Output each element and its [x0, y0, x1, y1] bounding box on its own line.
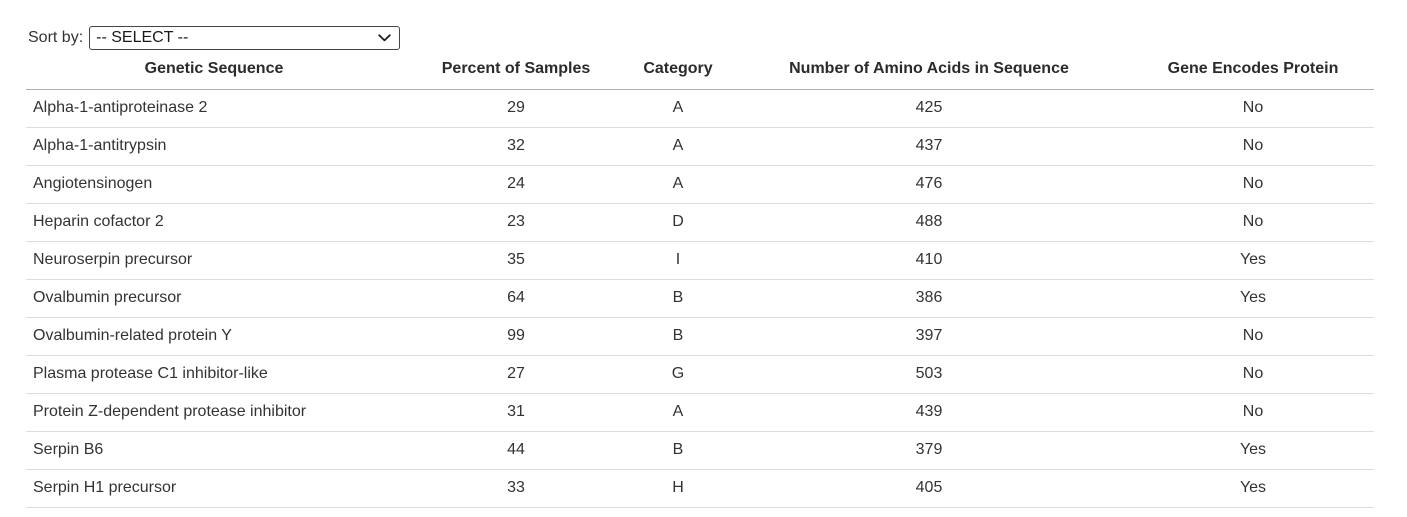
- cell-gene-encodes-protein: No: [1132, 317, 1374, 356]
- cell-number-of-amino-acids: 386: [726, 279, 1132, 318]
- table-row: Alpha-1-antitrypsin 32 A 437 No: [26, 127, 1374, 166]
- cell-number-of-amino-acids: 410: [726, 241, 1132, 280]
- table-row: Heparin cofactor 2 23 D 488 No: [26, 203, 1374, 242]
- cell-number-of-amino-acids: 405: [726, 469, 1132, 508]
- sort-toolbar: Sort by: -- SELECT --: [26, 26, 1374, 50]
- cell-gene-encodes-protein: No: [1132, 355, 1374, 394]
- column-header-number-of-amino-acids: Number of Amino Acids in Sequence: [726, 50, 1132, 90]
- cell-gene-encodes-protein: Yes: [1132, 241, 1374, 280]
- cell-genetic-sequence: Alpha-1-antitrypsin: [26, 127, 402, 166]
- cell-category: A: [630, 89, 726, 128]
- cell-category: H: [630, 469, 726, 508]
- cell-percent-of-samples: 64: [402, 279, 630, 318]
- cell-genetic-sequence: Serpin B6: [26, 431, 402, 470]
- page: Sort by: -- SELECT -- Genetic Sequence Pe…: [26, 26, 1374, 508]
- table-header: Genetic Sequence Percent of Samples Catego…: [26, 50, 1374, 90]
- cell-percent-of-samples: 31: [402, 393, 630, 432]
- cell-percent-of-samples: 23: [402, 203, 630, 242]
- cell-number-of-amino-acids: 425: [726, 89, 1132, 128]
- cell-percent-of-samples: 27: [402, 355, 630, 394]
- cell-gene-encodes-protein: No: [1132, 89, 1374, 128]
- cell-genetic-sequence: Plasma protease C1 inhibitor-like: [26, 355, 402, 394]
- table-row: Angiotensinogen 24 A 476 No: [26, 165, 1374, 204]
- cell-genetic-sequence: Protein Z-dependent protease inhibitor: [26, 393, 402, 432]
- table-row: Ovalbumin precursor 64 B 386 Yes: [26, 279, 1374, 318]
- cell-genetic-sequence: Ovalbumin precursor: [26, 279, 402, 318]
- cell-genetic-sequence: Serpin H1 precursor: [26, 469, 402, 508]
- cell-percent-of-samples: 32: [402, 127, 630, 166]
- cell-category: I: [630, 241, 726, 280]
- cell-percent-of-samples: 44: [402, 431, 630, 470]
- cell-gene-encodes-protein: No: [1132, 393, 1374, 432]
- cell-category: G: [630, 355, 726, 394]
- cell-genetic-sequence: Angiotensinogen: [26, 165, 402, 204]
- column-header-gene-encodes-protein: Gene Encodes Protein: [1132, 50, 1374, 90]
- cell-number-of-amino-acids: 476: [726, 165, 1132, 204]
- sort-by-label: Sort by:: [28, 29, 84, 46]
- cell-gene-encodes-protein: Yes: [1132, 431, 1374, 470]
- cell-genetic-sequence: Ovalbumin-related protein Y: [26, 317, 402, 356]
- cell-category: B: [630, 431, 726, 470]
- cell-category: A: [630, 393, 726, 432]
- table-row: Serpin H1 precursor 33 H 405 Yes: [26, 469, 1374, 508]
- sort-by-select-wrap: -- SELECT --: [89, 26, 401, 50]
- cell-percent-of-samples: 99: [402, 317, 630, 356]
- cell-category: A: [630, 127, 726, 166]
- cell-genetic-sequence: Alpha-1-antiproteinase 2: [26, 89, 402, 128]
- cell-gene-encodes-protein: No: [1132, 203, 1374, 242]
- cell-gene-encodes-protein: Yes: [1132, 469, 1374, 508]
- cell-category: D: [630, 203, 726, 242]
- table-row: Ovalbumin-related protein Y 99 B 397 No: [26, 317, 1374, 356]
- cell-number-of-amino-acids: 379: [726, 431, 1132, 470]
- cell-genetic-sequence: Heparin cofactor 2: [26, 203, 402, 242]
- cell-genetic-sequence: Neuroserpin precursor: [26, 241, 402, 280]
- column-header-category: Category: [630, 50, 726, 90]
- column-header-genetic-sequence: Genetic Sequence: [26, 50, 402, 90]
- cell-category: B: [630, 279, 726, 318]
- cell-category: B: [630, 317, 726, 356]
- cell-number-of-amino-acids: 437: [726, 127, 1132, 166]
- table-row: Alpha-1-antiproteinase 2 29 A 425 No: [26, 89, 1374, 128]
- sort-by-select[interactable]: -- SELECT --: [89, 26, 401, 50]
- cell-gene-encodes-protein: Yes: [1132, 279, 1374, 318]
- cell-percent-of-samples: 24: [402, 165, 630, 204]
- cell-gene-encodes-protein: No: [1132, 165, 1374, 204]
- cell-percent-of-samples: 35: [402, 241, 630, 280]
- cell-number-of-amino-acids: 397: [726, 317, 1132, 356]
- column-header-percent-of-samples: Percent of Samples: [402, 50, 630, 90]
- cell-category: A: [630, 165, 726, 204]
- cell-percent-of-samples: 29: [402, 89, 630, 128]
- cell-percent-of-samples: 33: [402, 469, 630, 508]
- cell-number-of-amino-acids: 488: [726, 203, 1132, 242]
- cell-number-of-amino-acids: 503: [726, 355, 1132, 394]
- table-body: Alpha-1-antiproteinase 2 29 A 425 No Alpha-1-…: [26, 89, 1374, 508]
- cell-gene-encodes-protein: No: [1132, 127, 1374, 166]
- cell-number-of-amino-acids: 439: [726, 393, 1132, 432]
- genetic-sequence-table: Genetic Sequence Percent of Samples Catego…: [26, 50, 1374, 508]
- table-row: Serpin B6 44 B 379 Yes: [26, 431, 1374, 470]
- table-row: Protein Z-dependent protease inhibitor 31…: [26, 393, 1374, 432]
- table-row: Plasma protease C1 inhibitor-like 27 G 503 N…: [26, 355, 1374, 394]
- table-header-row: Genetic Sequence Percent of Samples Catego…: [26, 50, 1374, 90]
- table-row: Neuroserpin precursor 35 I 410 Yes: [26, 241, 1374, 280]
